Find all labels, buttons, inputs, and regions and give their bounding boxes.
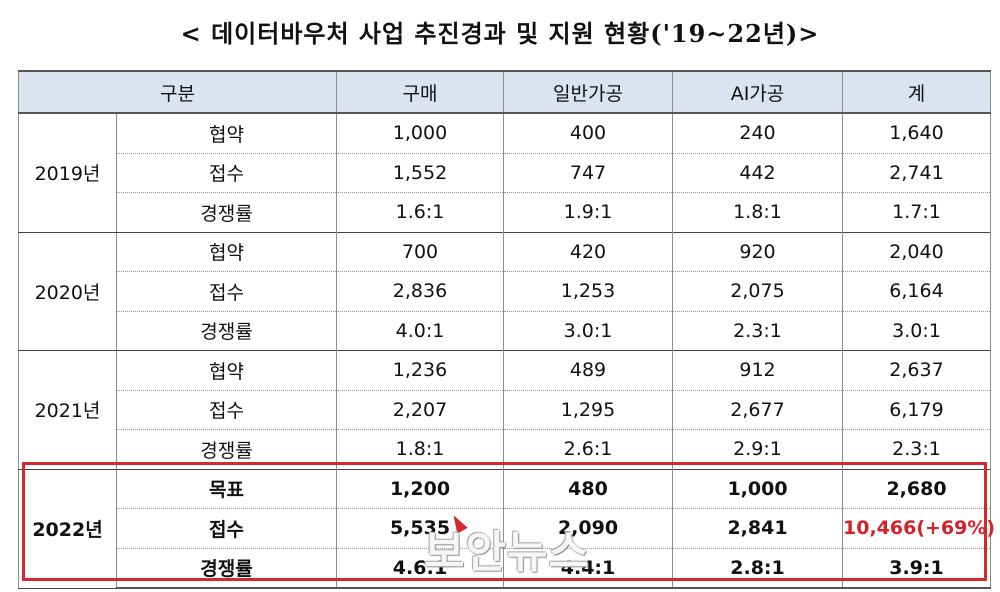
header-general-processing: 일반가공 [503, 70, 673, 114]
table-row: 접수 1,552 747 442 2,741 [19, 152, 991, 193]
value-cell: 1.9:1 [503, 192, 673, 232]
value-cell: 912 [672, 350, 843, 390]
value-cell: 6,179 [842, 389, 991, 430]
value-cell: 4.6:1 [336, 547, 504, 589]
header-purchase: 구매 [336, 70, 504, 114]
row-label: 접수 [116, 271, 337, 311]
table-row: 2022년 목표 1,200 480 1,000 2,680 [18, 468, 991, 589]
row-label: 협약 [116, 112, 337, 153]
table-row: 접수 2,207 1,295 2,677 6,179 [19, 389, 991, 430]
value-cell: 2,040 [842, 231, 991, 272]
page-title: < 데이터바우처 사업 추진경과 및 지원 현황('19~22년)> [180, 19, 820, 48]
row-label: 경쟁률 [116, 192, 337, 232]
value-cell: 1,000 [336, 112, 504, 153]
value-cell: 2,741 [842, 152, 991, 193]
value-cell: 1.7:1 [842, 192, 991, 232]
value-cell: 489 [503, 350, 673, 390]
value-cell: 2,677 [672, 389, 843, 430]
value-cell: 6,164 [842, 271, 991, 311]
value-cell: 3.0:1 [842, 310, 991, 351]
year-cell: 2021년 [18, 350, 117, 470]
header-total: 계 [842, 70, 991, 114]
value-cell: 920 [672, 231, 843, 272]
total-increase-cell: 10,466(+69%) [842, 508, 995, 548]
row-label: 목표 [116, 468, 337, 509]
value-cell: 1,552 [336, 152, 504, 193]
header-row: 구분 구매 일반가공 AI가공 계 [18, 70, 991, 114]
year-cell: 2022년 [18, 468, 117, 589]
value-cell: 442 [672, 152, 843, 193]
data-voucher-table: 구분 구매 일반가공 AI가공 계 2019년 협약 1,000 400 240… [18, 70, 995, 589]
row-label: 경쟁률 [116, 310, 337, 351]
row-label: 접수 [116, 389, 337, 430]
value-cell: 2,207 [336, 389, 504, 430]
value-cell: 2.3:1 [672, 310, 843, 351]
value-cell: 1.6:1 [336, 192, 504, 232]
value-cell: 1,640 [842, 112, 991, 153]
table-row: 2020년 협약 700 420 920 2,040 [18, 231, 991, 351]
row-label: 접수 [116, 152, 337, 193]
value-cell: 2.3:1 [842, 429, 991, 469]
table-row: 2021년 협약 1,236 489 912 2,637 [18, 350, 991, 470]
watermark: 보안뉴스 [424, 527, 590, 578]
value-cell: 400 [503, 112, 673, 153]
value-cell: 2,680 [842, 468, 991, 509]
table-row: 접수 2,836 1,253 2,075 6,164 [19, 271, 991, 311]
value-cell: 2.6:1 [503, 429, 673, 469]
value-cell: 2,836 [336, 271, 504, 311]
value-cell: 1.8:1 [336, 429, 504, 469]
value-cell: 3.0:1 [503, 310, 673, 351]
row-label: 협약 [116, 350, 337, 390]
value-cell: 700 [336, 231, 504, 272]
value-cell: 2,075 [672, 271, 843, 311]
table-row: 접수 5,535 2,090 2,841 10,466(+69%) [19, 508, 995, 548]
table-row: 경쟁률 1.6:1 1.9:1 1.8:1 1.7:1 [19, 192, 991, 232]
value-cell: 3.9:1 [842, 547, 991, 589]
value-cell: 4.0:1 [336, 310, 504, 351]
value-cell: 420 [503, 231, 673, 272]
row-label: 협약 [116, 231, 337, 272]
value-cell: 2.8:1 [672, 547, 843, 589]
value-cell: 480 [503, 468, 673, 509]
row-label: 접수 [116, 508, 337, 548]
value-cell: 5,535 [336, 508, 504, 548]
value-cell: 1,200 [336, 468, 504, 509]
value-cell: 1,295 [503, 389, 673, 430]
value-cell: 2.9:1 [672, 429, 843, 469]
header-category: 구분 [18, 70, 337, 114]
table-row: 2019년 협약 1,000 400 240 1,640 [18, 112, 991, 233]
table-row: 경쟁률 4.6:1 4.4:1 2.8:1 3.9:1 [19, 547, 991, 589]
year-cell: 2020년 [18, 231, 117, 351]
value-cell: 1,253 [503, 271, 673, 311]
value-cell: 4.4:1 [503, 547, 673, 589]
value-cell: 1,000 [672, 468, 843, 509]
value-cell: 2,841 [672, 508, 843, 548]
year-cell: 2019년 [18, 112, 117, 233]
table-row: 경쟁률 1.8:1 2.6:1 2.9:1 2.3:1 [19, 429, 991, 469]
header-ai-processing: AI가공 [672, 70, 843, 114]
value-cell: 1,236 [336, 350, 504, 390]
value-cell: 2,637 [842, 350, 991, 390]
value-cell: 2,090 [503, 508, 673, 548]
row-label: 경쟁률 [116, 429, 337, 469]
value-cell: 1.8:1 [672, 192, 843, 232]
row-label: 경쟁률 [116, 547, 337, 589]
value-cell: 240 [672, 112, 843, 153]
value-cell: 747 [503, 152, 673, 193]
table-row: 경쟁률 4.0:1 3.0:1 2.3:1 3.0:1 [19, 310, 991, 351]
